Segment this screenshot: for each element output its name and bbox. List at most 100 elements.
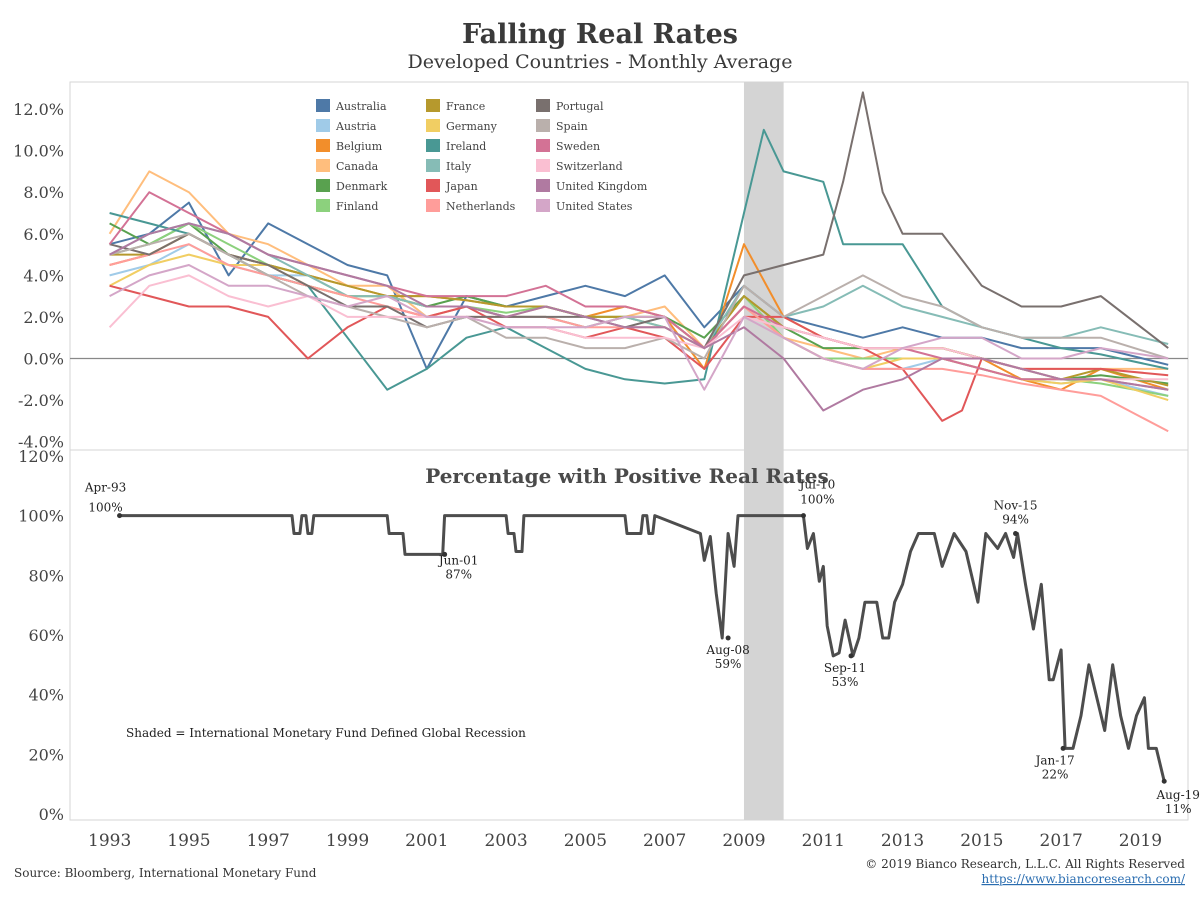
annotation-dot bbox=[1013, 531, 1019, 537]
x-tick-label: 2007 bbox=[643, 831, 686, 851]
recession-shade-bottom bbox=[743, 450, 784, 820]
source-link[interactable]: https://www.biancoresearch.com/ bbox=[981, 872, 1185, 886]
x-tick-label: 2005 bbox=[564, 831, 607, 851]
x-tick-label: 2003 bbox=[484, 831, 527, 851]
legend-swatch bbox=[536, 119, 550, 132]
annotation-date: Jun-01 bbox=[437, 553, 479, 567]
x-tick-label: 2001 bbox=[405, 831, 448, 851]
annotation-date: Apr-93 bbox=[84, 481, 126, 495]
legend-label: Denmark bbox=[336, 180, 388, 193]
legend-swatch bbox=[316, 159, 330, 172]
legend-label: Netherlands bbox=[446, 200, 516, 213]
legend-label: Sweden bbox=[556, 140, 600, 153]
series-line-united-kingdom bbox=[109, 222, 1169, 412]
series-line-ireland bbox=[109, 128, 1169, 391]
annotation-date: Nov-15 bbox=[994, 499, 1038, 513]
series-line-canada bbox=[108, 170, 1169, 370]
legend-swatch bbox=[316, 119, 330, 132]
legend-swatch bbox=[426, 159, 440, 172]
legend-swatch bbox=[426, 139, 440, 152]
legend-swatch bbox=[536, 199, 550, 212]
bottom-y-tick-label: 120% bbox=[18, 447, 64, 466]
legend-swatch bbox=[316, 99, 330, 112]
legend-swatch bbox=[536, 99, 550, 112]
legend-swatch bbox=[316, 179, 330, 192]
annotation-value: 87% bbox=[445, 567, 472, 581]
top-y-tick-label: -2.0% bbox=[18, 391, 64, 410]
x-tick-label: 2017 bbox=[1040, 831, 1083, 851]
bottom-y-tick-label: 20% bbox=[28, 745, 64, 764]
annotation-value: 22% bbox=[1042, 767, 1069, 781]
legend-swatch bbox=[316, 199, 330, 212]
legend-swatch bbox=[426, 119, 440, 132]
x-tick-label: 2019 bbox=[1119, 831, 1162, 851]
annotation-date: Sep-11 bbox=[824, 661, 866, 675]
legend-label: Spain bbox=[556, 120, 588, 133]
legend-swatch bbox=[316, 139, 330, 152]
chart-subtitle: Developed Countries - Monthly Average bbox=[408, 51, 793, 73]
top-y-tick-label: 2.0% bbox=[23, 308, 64, 327]
chart-title: Falling Real Rates bbox=[462, 19, 738, 50]
annotation-value: 100% bbox=[800, 493, 834, 507]
legend-swatch bbox=[426, 99, 440, 112]
top-y-tick-label: 4.0% bbox=[23, 266, 64, 285]
legend-swatch bbox=[536, 159, 550, 172]
annotation-value: 11% bbox=[1165, 802, 1192, 816]
bottom-y-tick-label: 100% bbox=[18, 507, 64, 526]
top-y-tick-label: 8.0% bbox=[23, 183, 64, 202]
legend-label: Canada bbox=[336, 160, 379, 173]
annotation-value: 94% bbox=[1002, 513, 1029, 527]
legend-label: Austria bbox=[335, 120, 377, 133]
copyright-text: © 2019 Bianco Research, L.L.C. All Right… bbox=[865, 857, 1185, 871]
legend-label: United States bbox=[556, 200, 633, 213]
x-tick-label: 1997 bbox=[247, 831, 290, 851]
annotation-value: 100% bbox=[88, 501, 122, 515]
recession-note: Shaded = International Monetary Fund Def… bbox=[126, 726, 526, 740]
legend-label: Belgium bbox=[336, 140, 383, 153]
series-line-denmark bbox=[109, 222, 1169, 385]
annotation-dot bbox=[442, 551, 448, 557]
x-tick-label: 1993 bbox=[88, 831, 131, 851]
bottom-y-tick-label: 40% bbox=[28, 686, 64, 705]
legend-label: Australia bbox=[335, 100, 387, 113]
bottom-panel-frame bbox=[69, 449, 1189, 821]
series-line-united-states bbox=[109, 264, 1169, 391]
legend-swatch bbox=[426, 199, 440, 212]
bottom-y-tick-label: 60% bbox=[28, 626, 64, 645]
legend-label: Japan bbox=[445, 180, 478, 193]
x-tick-label: 1995 bbox=[167, 831, 210, 851]
top-y-tick-label: 10.0% bbox=[13, 142, 64, 161]
annotation-dot bbox=[800, 513, 806, 519]
x-tick-label: 2011 bbox=[802, 831, 845, 851]
legend-label: Finland bbox=[336, 200, 378, 213]
bottom-y-tick-label: 0% bbox=[39, 805, 64, 824]
series-line-spain bbox=[109, 232, 1169, 360]
series-line-sweden bbox=[108, 191, 1169, 391]
legend-label: Portugal bbox=[556, 100, 604, 113]
legend-label: Germany bbox=[446, 120, 498, 133]
x-tick-label: 2009 bbox=[722, 831, 765, 851]
annotation-date: Jan-17 bbox=[1034, 753, 1075, 767]
x-tick-label: 1999 bbox=[326, 831, 369, 851]
legend-swatch bbox=[536, 139, 550, 152]
series-line-japan bbox=[109, 284, 1169, 422]
annotation-date: Aug-08 bbox=[705, 643, 749, 657]
annotation-dot bbox=[1161, 778, 1167, 784]
legend-swatch bbox=[536, 179, 550, 192]
annotation-dot bbox=[117, 513, 123, 519]
annotation-date: Aug-19 bbox=[1156, 788, 1200, 802]
legend-label: United Kingdom bbox=[556, 180, 648, 193]
legend-label: Switzerland bbox=[556, 160, 623, 173]
annotation-dot bbox=[1060, 745, 1066, 751]
legend-label: France bbox=[446, 100, 485, 113]
legend-label: Ireland bbox=[446, 140, 486, 153]
annotation-value: 53% bbox=[832, 675, 859, 689]
source-text: Source: Bloomberg, International Monetar… bbox=[14, 866, 317, 880]
legend-swatch bbox=[426, 179, 440, 192]
x-tick-label: 2015 bbox=[960, 831, 1003, 851]
annotation-date: Jul-10 bbox=[798, 478, 836, 492]
annotation-value: 59% bbox=[715, 657, 742, 671]
positive-rates-line bbox=[119, 514, 1166, 782]
annotation-dot bbox=[725, 635, 731, 641]
